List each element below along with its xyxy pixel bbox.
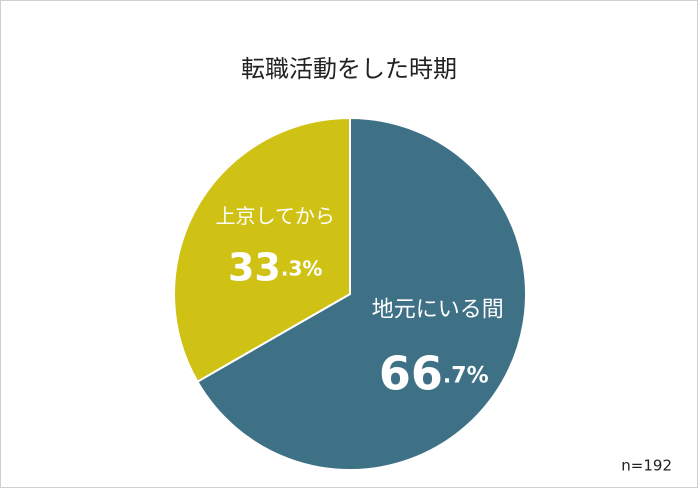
value-label: 66.7%: [379, 346, 489, 400]
value-label: 33.3%: [228, 245, 322, 289]
slice-label: 上京してから: [216, 204, 335, 228]
pie-slice: [196, 116, 527, 471]
slice-label: 地元にいる間: [372, 297, 504, 322]
note: n=192: [621, 457, 672, 475]
pie-slice: [173, 116, 351, 384]
chart-title: 転職活動をした時期: [241, 55, 457, 83]
